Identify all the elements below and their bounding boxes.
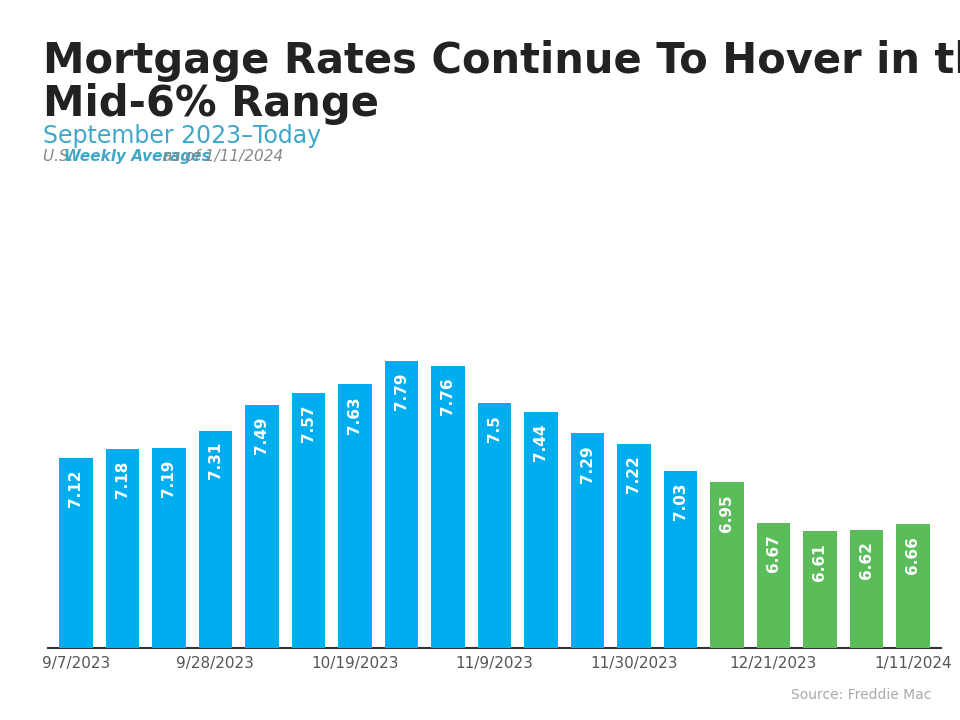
Bar [292,393,325,720]
Text: 7.18: 7.18 [115,461,130,498]
Text: Mid-6% Range: Mid-6% Range [43,83,379,125]
Bar [756,523,790,720]
Text: 7.12: 7.12 [68,469,84,507]
Bar [385,361,419,720]
Bar [710,482,744,720]
Bar [897,524,929,720]
Text: 6.67: 6.67 [766,534,780,572]
Bar [478,403,511,720]
Bar [338,384,372,720]
Bar [663,471,697,720]
Text: 7.31: 7.31 [208,442,223,480]
Bar [570,433,604,720]
Text: 7.49: 7.49 [254,416,270,454]
Text: 7.5: 7.5 [487,415,502,441]
Text: 7.19: 7.19 [161,459,177,497]
Bar [106,449,139,720]
Bar [617,444,651,720]
Text: 7.22: 7.22 [626,455,641,492]
Text: 7.03: 7.03 [673,482,688,520]
Bar [245,405,278,720]
Text: 7.57: 7.57 [300,405,316,442]
Text: 6.95: 6.95 [719,494,734,531]
Bar [431,366,465,720]
Text: 7.63: 7.63 [348,396,362,433]
Bar [153,448,185,720]
Bar [804,531,836,720]
Text: 7.29: 7.29 [580,445,595,482]
Text: September 2023–Today: September 2023–Today [43,124,322,148]
Text: 7.79: 7.79 [394,373,409,410]
Bar [199,431,232,720]
Text: U.S.: U.S. [43,149,79,164]
Text: Weekly Averages: Weekly Averages [64,149,211,164]
Text: Source: Freddie Mac: Source: Freddie Mac [791,688,931,702]
Text: 7.76: 7.76 [441,377,455,415]
Text: Mortgage Rates Continue To Hover in the: Mortgage Rates Continue To Hover in the [43,40,960,81]
Text: 7.44: 7.44 [534,423,548,461]
Text: 6.61: 6.61 [812,543,828,580]
Text: as of 1/11/2024: as of 1/11/2024 [158,149,283,164]
Bar [60,458,93,720]
Bar [524,412,558,720]
Text: 6.62: 6.62 [859,541,874,580]
Text: 6.66: 6.66 [905,536,921,574]
Bar [850,530,883,720]
